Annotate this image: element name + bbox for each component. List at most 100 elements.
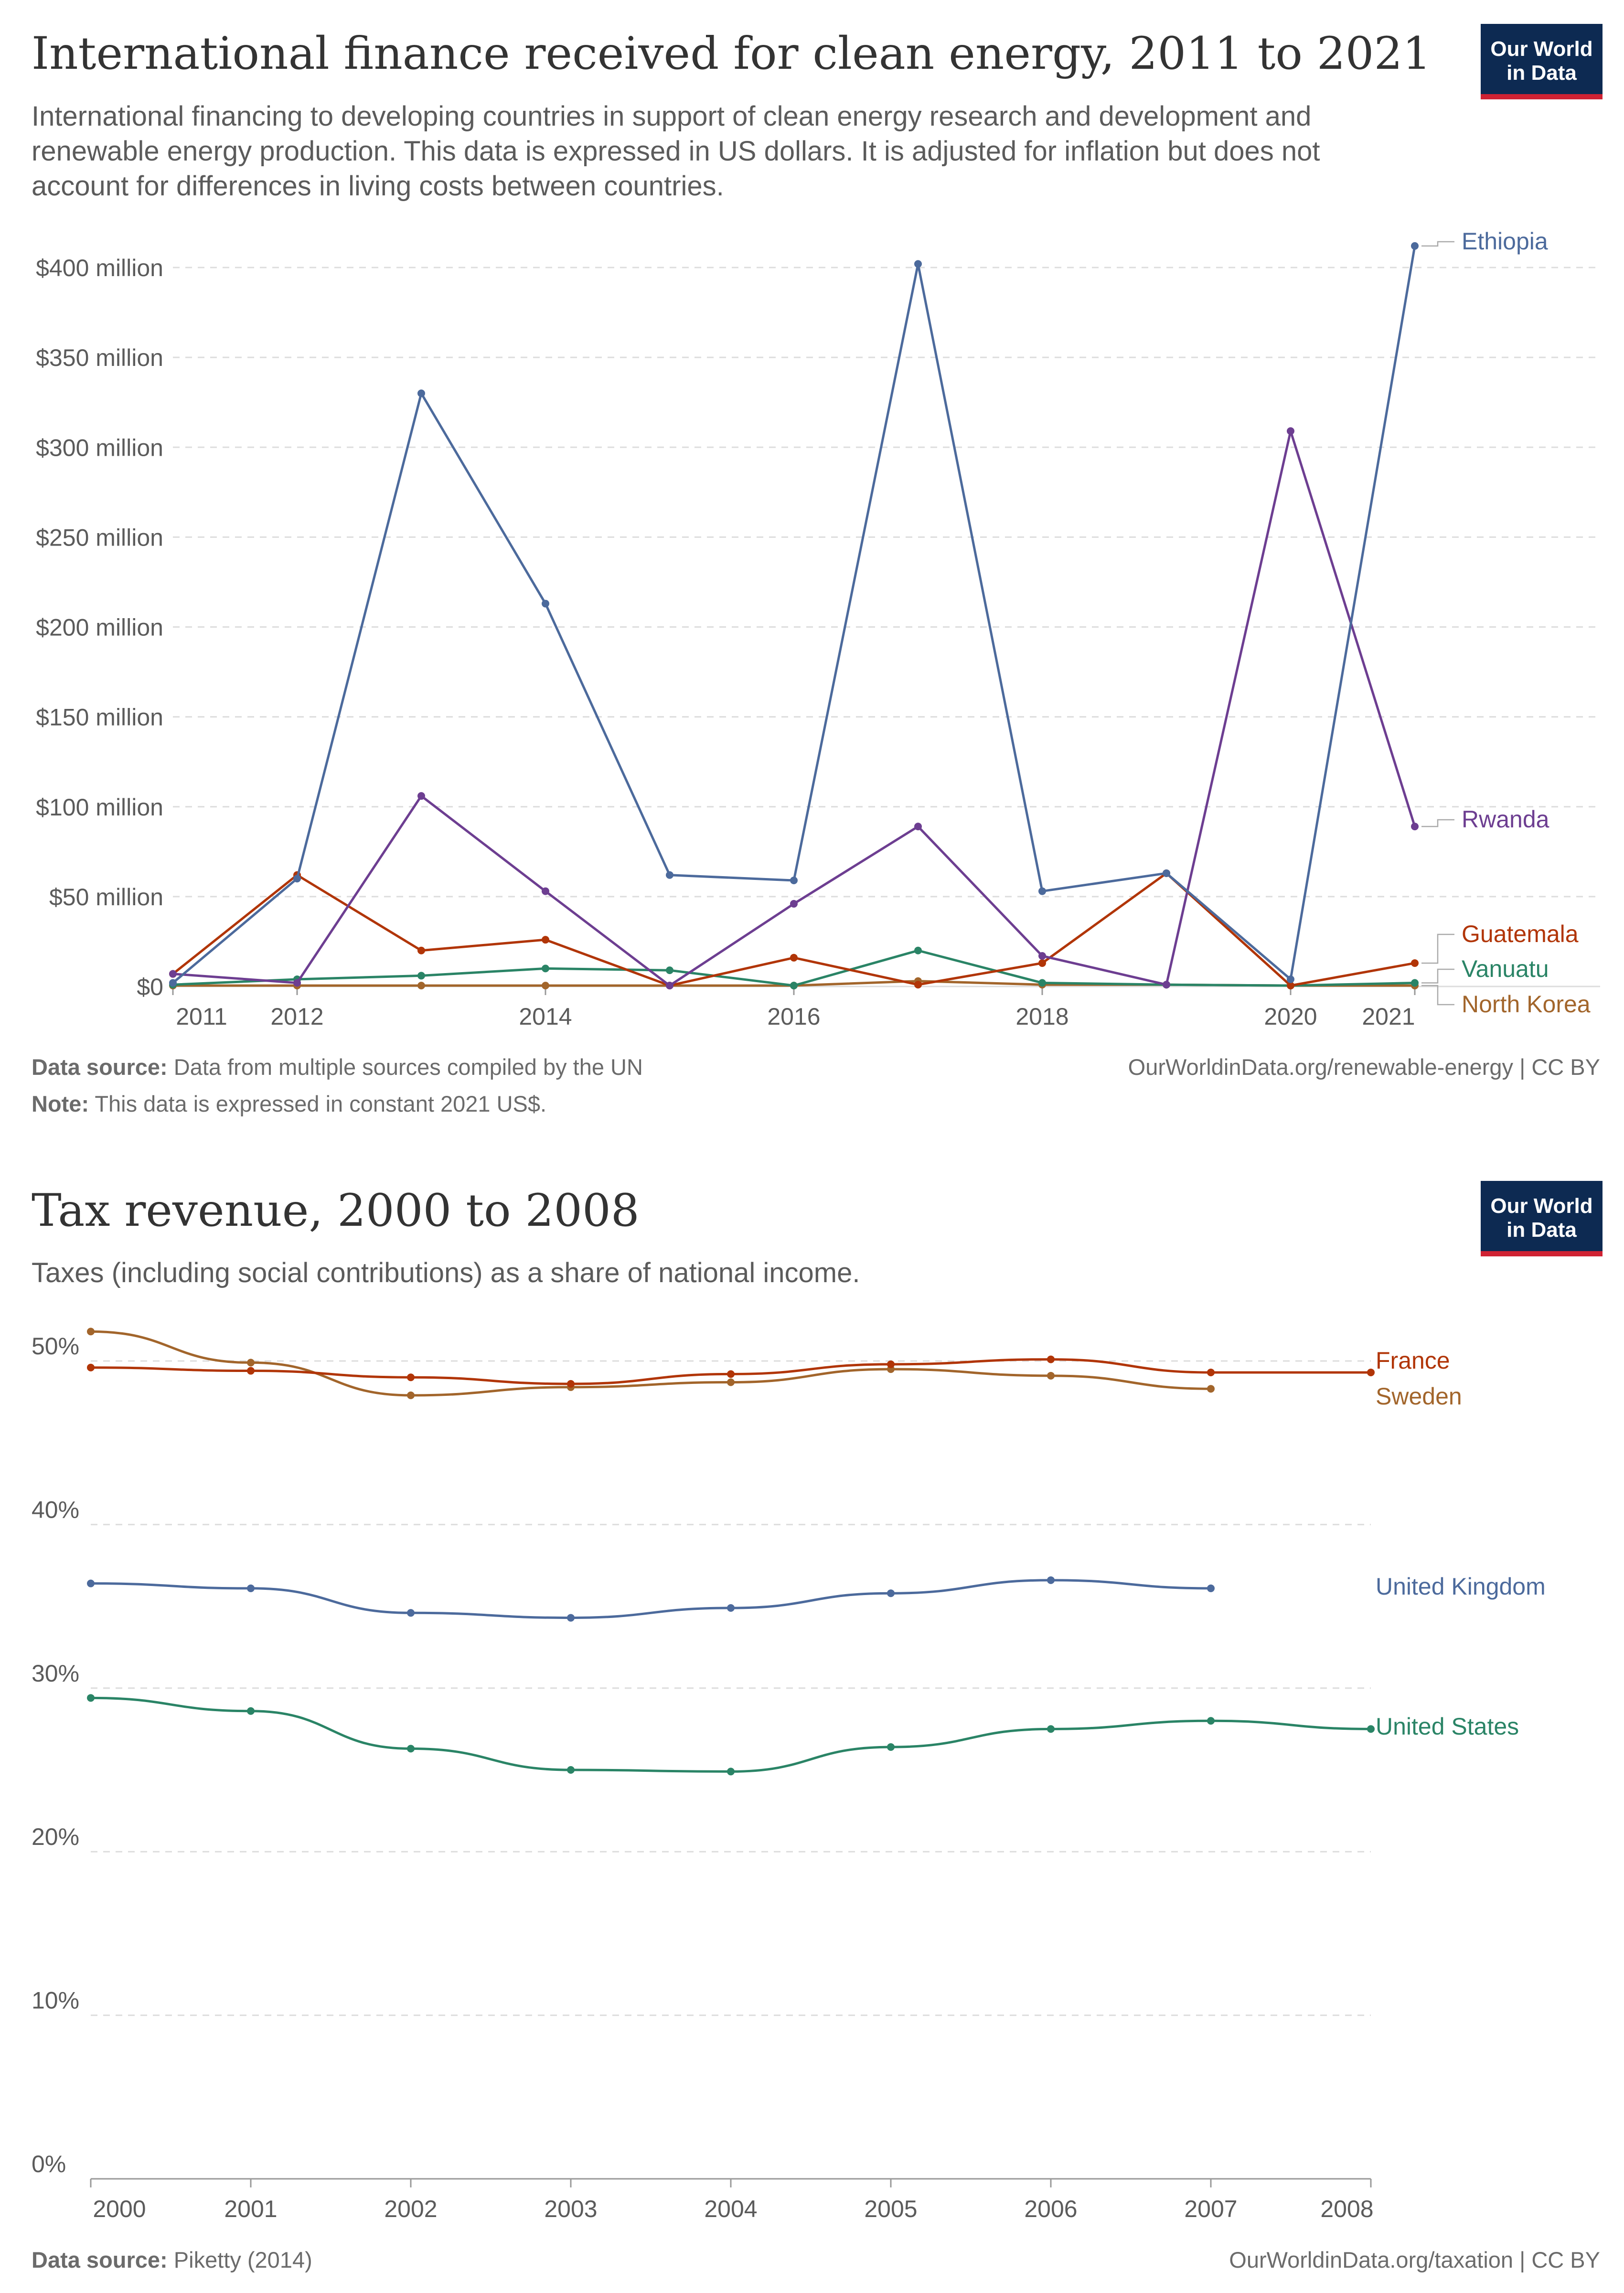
chart2-title: Tax revenue, 2000 to 2008: [32, 1185, 640, 1237]
owid-logo[interactable]: Our World in Data: [1481, 24, 1603, 99]
x-tick-label: 2014: [519, 1003, 572, 1030]
data-point-rwanda: [1411, 823, 1419, 831]
data-point-north-korea: [417, 982, 425, 990]
chart1-note-label: Note:: [32, 1091, 89, 1116]
data-point-vanuatu: [1411, 979, 1419, 987]
data-point-united-states: [1047, 1725, 1055, 1733]
owid-logo-2[interactable]: Our World in Data: [1481, 1181, 1603, 1256]
chart2-subtitle: Taxes (including social contributions) a…: [32, 1257, 860, 1288]
data-point-united-states: [407, 1745, 415, 1753]
data-point-sweden: [87, 1328, 95, 1336]
data-point-france: [1047, 1355, 1055, 1363]
chart1-subtitle: International financing to developing co…: [32, 101, 1320, 202]
logo-accent-bar: [1481, 94, 1603, 99]
data-point-france: [247, 1367, 255, 1375]
y-tick-label: 0%: [32, 2151, 66, 2177]
series-line-sweden: [90, 1330, 1211, 1397]
data-point-guatemala: [914, 981, 922, 989]
x-tick-label: 2003: [544, 2196, 597, 2222]
data-point-france: [727, 1370, 735, 1378]
data-point-united-states: [1367, 1725, 1375, 1733]
data-point-france: [567, 1380, 575, 1388]
data-point-france: [87, 1363, 95, 1372]
data-point-vanuatu: [666, 966, 673, 975]
data-point-ethiopia: [169, 979, 177, 987]
series-label-united-states: United States: [1376, 1713, 1519, 1740]
label-connector-guatemala: [1421, 933, 1454, 964]
y-tick-label: $100 million: [36, 794, 163, 821]
chart2-source-text: Piketty (2014): [173, 2247, 312, 2272]
chart1-source-label: Data source:: [32, 1054, 168, 1080]
data-point-united-states: [727, 1768, 735, 1776]
data-point-united-kingdom: [887, 1589, 895, 1597]
data-point-guatemala: [790, 954, 798, 962]
data-point-rwanda: [1038, 952, 1046, 960]
data-point-vanuatu: [542, 964, 549, 973]
data-point-united-kingdom: [407, 1609, 415, 1617]
y-tick-label: $350 million: [36, 344, 163, 371]
data-point-sweden: [1207, 1385, 1215, 1393]
logo-line2: in Data: [1506, 1218, 1577, 1242]
data-point-sweden: [407, 1391, 415, 1399]
y-tick-label: 50%: [32, 1333, 79, 1360]
label-connector-ethiopia: [1421, 241, 1454, 247]
data-point-france: [1207, 1368, 1215, 1376]
y-tick-label: $0: [137, 974, 163, 1000]
data-point-france: [1367, 1368, 1375, 1376]
logo-line1: Our World: [1490, 1194, 1593, 1218]
label-connector-rwanda: [1421, 819, 1454, 827]
series-label-rwanda: Rwanda: [1462, 806, 1549, 833]
y-tick-label: $250 million: [36, 524, 163, 551]
series-label-united-kingdom: United Kingdom: [1376, 1573, 1546, 1600]
data-point-ethiopia: [666, 871, 673, 879]
x-tick-label: 2002: [384, 2196, 437, 2222]
data-point-guatemala: [1287, 982, 1294, 990]
data-point-rwanda: [666, 982, 673, 990]
y-tick-label: $400 million: [36, 255, 163, 281]
y-tick-label: $300 million: [36, 434, 163, 461]
data-point-ethiopia: [1038, 887, 1046, 895]
series-line-united-states: [90, 1696, 1371, 1773]
chart1-note-text: This data is expressed in constant 2021 …: [95, 1091, 547, 1116]
data-point-united-states: [567, 1766, 575, 1774]
logo-line2: in Data: [1506, 61, 1577, 85]
data-point-united-kingdom: [727, 1604, 735, 1612]
x-tick-label: 2016: [767, 1003, 820, 1030]
data-point-rwanda: [417, 792, 425, 800]
data-point-guatemala: [1038, 959, 1046, 967]
x-tick-label: 2000: [93, 2196, 146, 2222]
chart1-note: Note: This data is expressed in constant…: [32, 1091, 546, 1117]
x-tick-label: 2001: [224, 2196, 277, 2222]
data-point-united-kingdom: [247, 1584, 255, 1592]
y-tick-label: 10%: [32, 1987, 79, 2014]
chart1-source-text: Data from multiple sources compiled by t…: [173, 1054, 643, 1080]
label-connector-north-korea: [1421, 985, 1454, 1006]
x-tick-label: 2020: [1264, 1003, 1317, 1030]
chart1-url[interactable]: OurWorldinData.org/renewable-energy | CC…: [1128, 1054, 1600, 1080]
data-point-united-kingdom: [87, 1579, 95, 1587]
data-point-ethiopia: [417, 389, 425, 397]
data-point-ethiopia: [790, 877, 798, 885]
data-point-ethiopia: [1411, 242, 1419, 250]
data-point-sweden: [727, 1378, 735, 1386]
y-tick-label: $150 million: [36, 704, 163, 731]
y-tick-label: $50 million: [49, 884, 163, 911]
chart2-source-label: Data source:: [32, 2247, 168, 2272]
data-point-rwanda: [169, 970, 177, 978]
data-point-ethiopia: [1163, 869, 1170, 877]
series-label-ethiopia: Ethiopia: [1462, 228, 1548, 255]
data-point-guatemala: [1411, 959, 1419, 967]
series-label-vanuatu: Vanuatu: [1462, 955, 1549, 982]
data-point-united-states: [1207, 1717, 1215, 1725]
data-point-vanuatu: [417, 972, 425, 980]
chart2-plot: 0% 10% 20% 30% 40% 50% 2000 2001 2002 2003 2004 200…: [32, 1328, 1546, 2222]
data-point-france: [887, 1360, 895, 1368]
chart1-plot: $0 $50 million $100 million $150 million $20…: [36, 228, 1600, 1030]
chart2-url[interactable]: OurWorldinData.org/taxation | CC BY: [1229, 2247, 1600, 2272]
data-point-sweden: [1047, 1372, 1055, 1380]
data-point-rwanda: [1287, 427, 1294, 435]
y-tick-label: 40%: [32, 1496, 79, 1523]
x-tick-label: 2008: [1320, 2196, 1373, 2222]
x-tick-label: 2012: [270, 1003, 323, 1030]
x-tick-label: 2005: [864, 2196, 917, 2222]
